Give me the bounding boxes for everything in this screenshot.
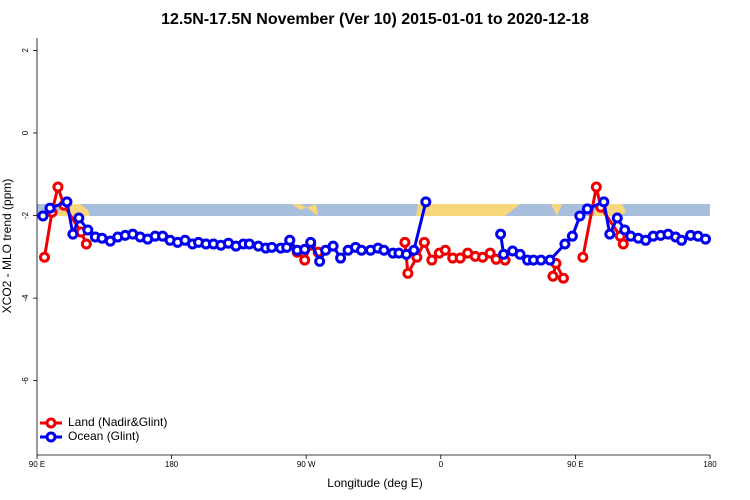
data-point — [80, 238, 92, 250]
x-tick-label: 0 — [439, 460, 444, 469]
data-point — [408, 244, 420, 256]
x-tick-label: 90 W — [297, 460, 316, 469]
data-point — [535, 254, 547, 266]
data-point — [574, 210, 586, 222]
y-tick-label: -6 — [21, 377, 30, 385]
legend-swatch-point — [45, 417, 57, 429]
data-point — [577, 251, 589, 263]
data-point — [82, 224, 94, 236]
chart-title: 12.5N-17.5N November (Ver 10) 2015-01-01… — [161, 11, 589, 28]
data-point — [676, 234, 688, 246]
land-mask — [551, 204, 562, 216]
data-point — [420, 196, 432, 208]
data-point — [314, 255, 326, 267]
data-point — [266, 241, 278, 253]
data-point — [37, 210, 49, 222]
data-point — [617, 238, 629, 250]
data-point — [243, 238, 255, 250]
data-point — [327, 240, 339, 252]
data-point — [52, 181, 64, 193]
y-tick-label: -4 — [21, 294, 30, 302]
data-point — [611, 212, 623, 224]
legend-swatch-point — [45, 431, 57, 443]
data-point — [67, 228, 79, 240]
data-point — [514, 248, 526, 260]
data-point — [38, 251, 50, 263]
data-point — [598, 196, 610, 208]
data-point — [581, 203, 593, 215]
data-point — [557, 272, 569, 284]
legend-label: Ocean (Glint) — [68, 429, 139, 443]
data-point — [299, 243, 311, 255]
land-mask — [292, 204, 318, 216]
x-axis-label: Longitude (deg E) — [327, 476, 422, 490]
x-tick-label: 90 E — [29, 460, 45, 469]
x-tick-label: 180 — [703, 460, 717, 469]
data-point — [44, 202, 56, 214]
data-point — [547, 270, 559, 282]
data-point — [498, 248, 510, 260]
data-point — [356, 244, 368, 256]
data-point — [484, 247, 496, 259]
data-point — [378, 244, 390, 256]
y-tick-label: 2 — [21, 48, 30, 53]
data-point — [418, 236, 430, 248]
data-point — [590, 181, 602, 193]
data-point — [700, 233, 712, 245]
data-point — [299, 254, 311, 266]
data-point — [544, 254, 556, 266]
data-point — [426, 254, 438, 266]
data-point — [73, 212, 85, 224]
data-point — [604, 228, 616, 240]
y-tick-label: -2 — [21, 211, 30, 219]
data-point — [61, 196, 73, 208]
data-point — [439, 244, 451, 256]
data-point — [305, 236, 317, 248]
land-mask — [416, 204, 520, 216]
data-point — [566, 230, 578, 242]
x-tick-label: 90 E — [567, 460, 583, 469]
data-point — [495, 228, 507, 240]
y-tick-label: 0 — [21, 130, 30, 135]
data-point — [559, 238, 571, 250]
surface-band — [37, 204, 710, 216]
x-tick-label: 180 — [165, 460, 179, 469]
data-point — [335, 252, 347, 264]
data-point — [402, 267, 414, 279]
y-axis-label: XCO2 - MLO trend (ppm) — [0, 179, 14, 314]
data-point — [399, 236, 411, 248]
ocean-band — [37, 204, 710, 216]
data-point — [284, 234, 296, 246]
legend-label: Land (Nadir&Glint) — [68, 415, 167, 429]
data-point — [619, 224, 631, 236]
data-point — [454, 252, 466, 264]
